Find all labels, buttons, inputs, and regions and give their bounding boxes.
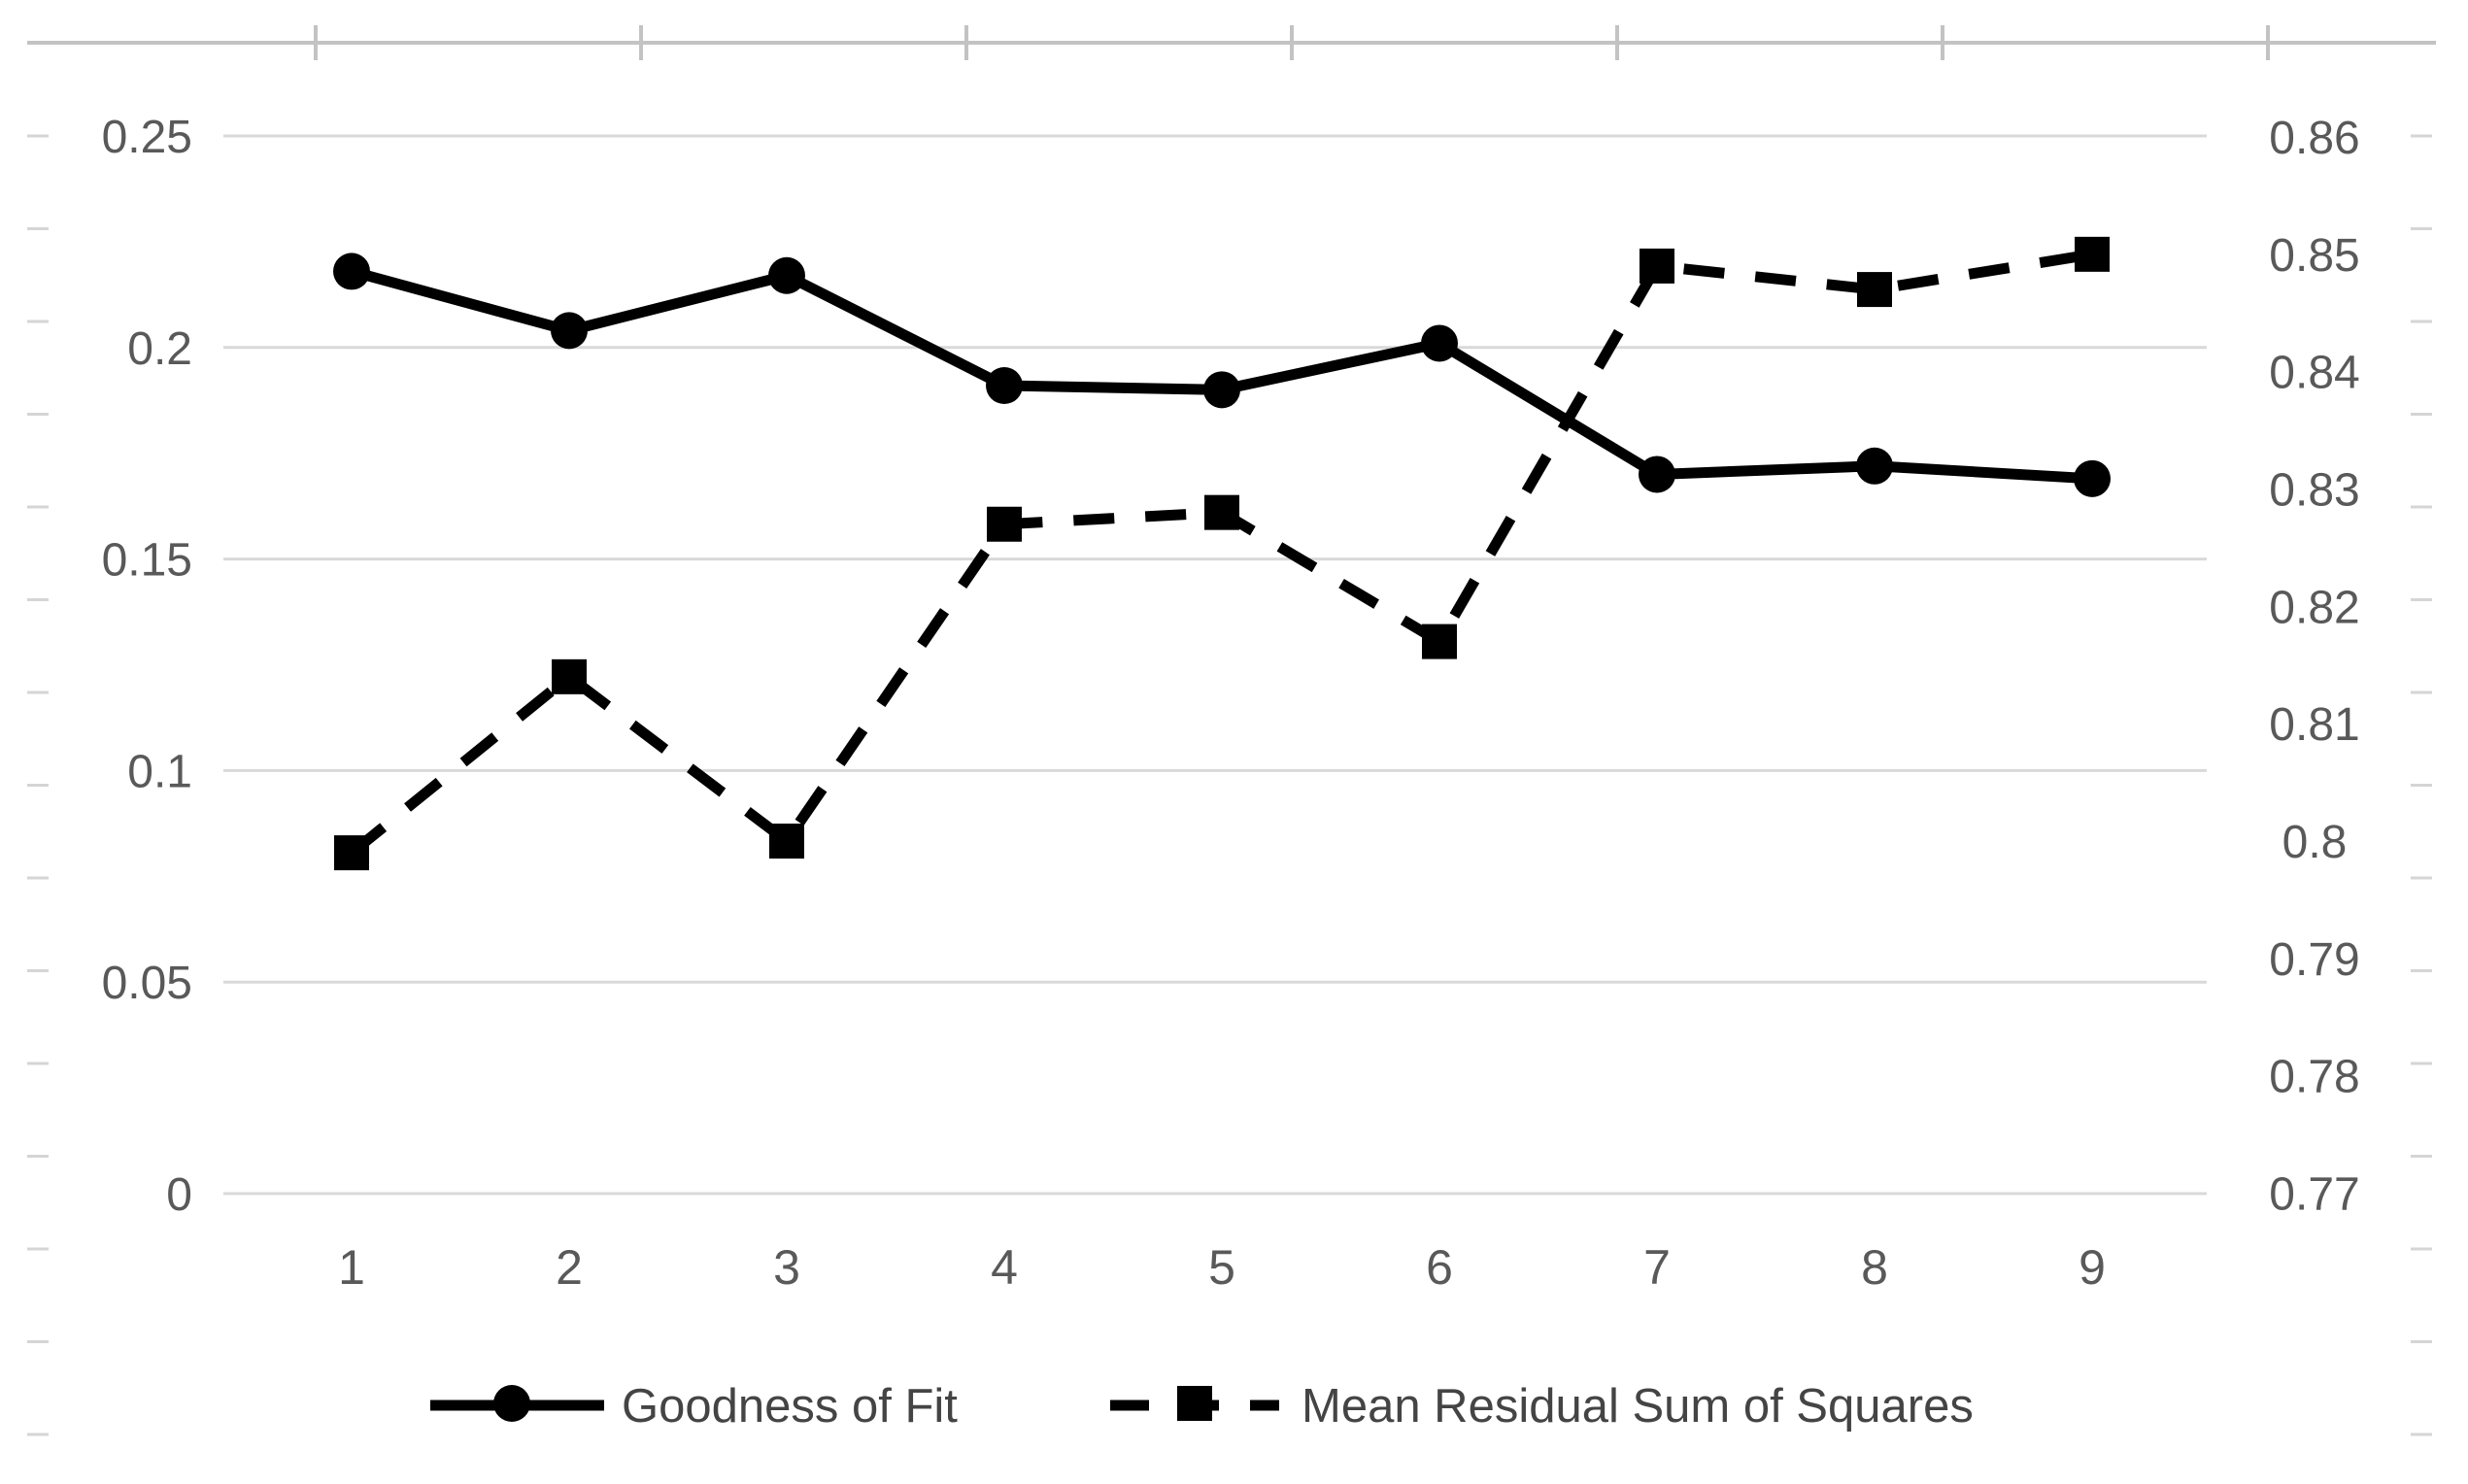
- left-y-axis-tick-label: 0.05: [102, 958, 192, 1009]
- x-axis-tick-label: 1: [338, 1240, 365, 1295]
- x-axis-tick-label: 2: [556, 1240, 583, 1295]
- left-y-axis-tick-label: 0.15: [102, 535, 192, 587]
- data-point-marker-square: [552, 658, 587, 694]
- data-point-marker-square: [1204, 494, 1239, 530]
- series-line-mean-residual-sum-of-squares: [348, 249, 2093, 858]
- x-axis-tick-label: 3: [773, 1240, 800, 1295]
- right-y-axis-tick-label: 0.78: [2269, 1052, 2359, 1103]
- series-mean-residual-sum-of-squares: [334, 236, 2110, 871]
- legend-label: Mean Residual Sum of Squares: [1302, 1380, 1974, 1433]
- data-point-marker-circle: [1856, 447, 1893, 485]
- legend: Goodness of Fit Mean Residual Sum of Squa…: [430, 1380, 1974, 1433]
- legend-circle-marker: [493, 1385, 530, 1422]
- data-point-marker-circle: [1639, 455, 1675, 493]
- right-y-axis-tick-label: 0.8: [2282, 817, 2348, 868]
- right-y-axis-tick-label: 0.82: [2269, 582, 2359, 633]
- data-point-marker-square: [1857, 272, 1892, 308]
- right-y-axis-tick-label: 0.84: [2269, 348, 2359, 399]
- right-y-axis-tick-label: 0.86: [2269, 113, 2359, 164]
- x-axis-tick-label: 6: [1426, 1240, 1453, 1295]
- data-point-marker-square: [334, 835, 369, 871]
- right-y-axis-tick-label: 0.79: [2269, 934, 2359, 986]
- x-axis-tick-label: 5: [1208, 1240, 1235, 1295]
- x-axis-tick-label: 9: [2079, 1240, 2106, 1295]
- plot-border: [27, 25, 2436, 60]
- data-point-marker-circle: [2074, 459, 2111, 497]
- axis-labels: 0.250.20.150.10.0500.860.850.840.830.820…: [102, 112, 2360, 1295]
- data-point-marker-square: [2075, 236, 2110, 272]
- legend-square-marker: [1177, 1386, 1212, 1421]
- legend-item-goodness-of-fit: Goodness of Fit: [430, 1380, 958, 1433]
- x-axis-tick-label: 7: [1643, 1240, 1671, 1295]
- x-axis-tick-label: 4: [991, 1240, 1018, 1295]
- data-point-marker-circle: [1421, 324, 1458, 362]
- data-point-marker-circle: [551, 312, 588, 350]
- data-point-marker-square: [1422, 624, 1457, 659]
- left-y-axis-tick-label: 0.1: [127, 746, 192, 797]
- legend-item-mean-residual-sum-of-squares: Mean Residual Sum of Squares: [1110, 1380, 1974, 1433]
- x-axis-tick-label: 8: [1861, 1240, 1888, 1295]
- edge-tick-marks: [27, 134, 2432, 1436]
- data-point-marker-circle: [986, 367, 1023, 405]
- series-goodness-of-fit: [333, 253, 2111, 497]
- right-y-axis-tick-label: 0.77: [2269, 1169, 2359, 1221]
- left-y-axis-tick-label: 0.25: [102, 112, 192, 163]
- data-point-marker-square: [769, 824, 804, 859]
- right-y-axis-tick-label: 0.83: [2269, 465, 2359, 517]
- data-point-marker-circle: [333, 253, 370, 290]
- data-point-marker-circle: [768, 256, 805, 294]
- right-y-axis-tick-label: 0.81: [2269, 699, 2359, 751]
- legend-label: Goodness of Fit: [622, 1380, 958, 1433]
- data-point-marker-square: [987, 506, 1022, 542]
- data-point-marker-circle: [1203, 371, 1240, 409]
- data-point-marker-square: [1640, 248, 1674, 284]
- left-y-axis-tick-label: 0: [166, 1169, 192, 1221]
- right-y-axis-tick-label: 0.85: [2269, 230, 2359, 282]
- left-y-axis-tick-label: 0.2: [127, 323, 192, 375]
- gridlines: [223, 134, 2207, 1196]
